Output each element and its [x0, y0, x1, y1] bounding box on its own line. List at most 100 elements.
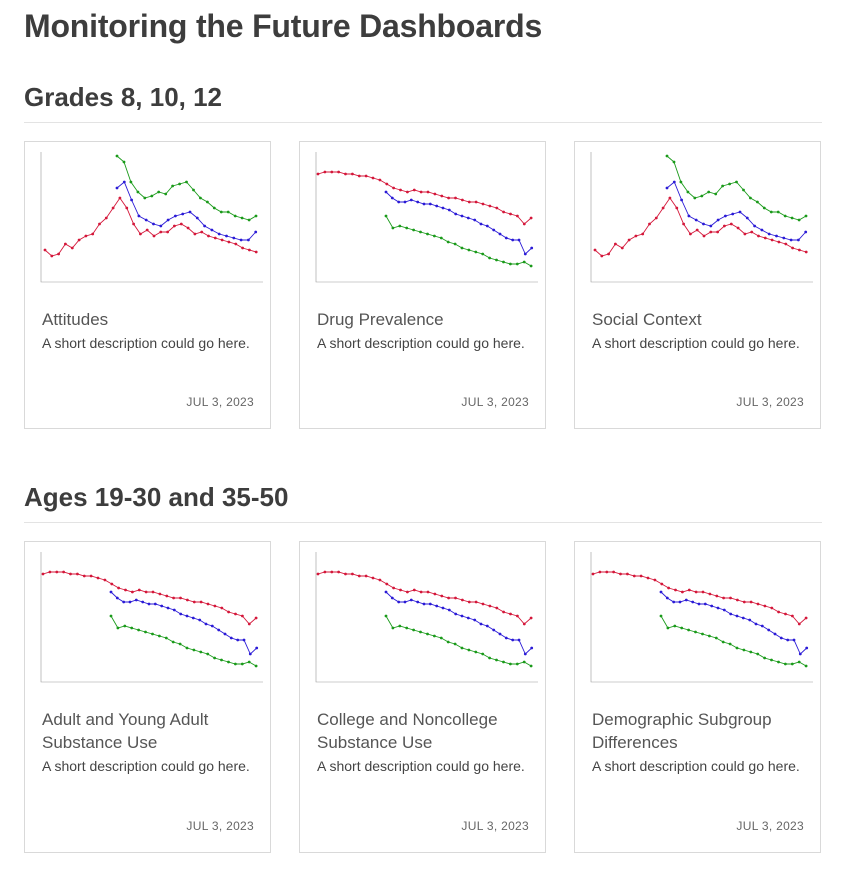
thumbnail-point: [398, 624, 402, 628]
thumbnail-point: [495, 258, 498, 262]
thumbnail-point: [344, 172, 347, 176]
thumbnail-point: [210, 624, 214, 628]
thumbnail-point: [485, 224, 489, 228]
thumbnail-point: [174, 214, 177, 218]
thumbnail-point: [511, 238, 515, 242]
thumbnail-point: [529, 264, 533, 268]
thumbnail-point: [412, 628, 415, 632]
thumbnail-axes: [590, 152, 813, 283]
thumbnail-point: [627, 238, 631, 242]
thumbnail-point: [217, 628, 221, 632]
thumbnail-point: [447, 196, 450, 200]
dashboard-card-attitudes[interactable]: Attitudes A short description could go h…: [24, 141, 271, 429]
thumbnail-point: [742, 188, 745, 192]
thumbnail-point: [254, 214, 258, 218]
thumbnail-series-line: [42, 571, 257, 625]
thumbnail-point: [607, 252, 610, 256]
card-title[interactable]: Drug Prevalence: [317, 310, 444, 329]
thumbnail-point: [220, 238, 224, 242]
thumbnail-point: [109, 614, 113, 618]
card-title[interactable]: Adult and Young Adult Substance Use: [42, 710, 209, 752]
thumbnail-point: [426, 590, 430, 594]
thumbnail-point: [123, 624, 127, 628]
thumbnail-point: [131, 590, 134, 594]
thumbnail-series-line: [116, 155, 257, 221]
thumbnail-point: [186, 226, 190, 230]
thumbnail-point: [474, 200, 478, 204]
thumbnail-point: [792, 638, 796, 642]
thumbnail-point: [661, 206, 665, 210]
thumbnail-point: [715, 594, 719, 598]
thumbnail-point: [724, 214, 727, 218]
thumbnail-point: [399, 588, 402, 592]
thumbnail-point: [672, 160, 676, 164]
thumbnail-point: [392, 586, 395, 590]
thumbnail-point: [721, 184, 724, 188]
thumbnail-point: [241, 246, 245, 250]
thumbnail-point: [118, 196, 122, 200]
dashboard-card-social-context[interactable]: Social Context A short description could…: [574, 141, 821, 429]
thumbnail-point: [467, 648, 471, 652]
thumbnail-point: [682, 222, 685, 226]
thumbnail-point: [716, 606, 720, 610]
thumbnail-point: [371, 176, 375, 180]
thumbnail-point: [337, 570, 340, 574]
thumbnail-point: [159, 230, 163, 234]
thumbnail-point: [96, 576, 100, 580]
thumbnail-point: [667, 586, 670, 590]
thumbnail-point: [741, 616, 745, 620]
thumbnail-point: [689, 232, 692, 236]
thumbnail-point: [474, 600, 478, 604]
card-title[interactable]: College and Noncollege Substance Use: [317, 710, 498, 752]
thumbnail-point: [227, 610, 231, 614]
card-title[interactable]: Social Context: [592, 310, 702, 329]
card-title[interactable]: Demographic Subgroup Differences: [592, 710, 772, 752]
thumbnail-series-line: [594, 197, 807, 257]
thumbnail-point: [364, 574, 368, 578]
card-title[interactable]: Attitudes: [42, 310, 109, 329]
chart-thumbnail: [27, 144, 268, 292]
thumbnail-point: [447, 208, 451, 212]
card-date: JUL 3, 2023: [461, 819, 529, 833]
dashboard-card-demographic-subgroups[interactable]: Demographic Subgroup Differences A short…: [574, 541, 821, 853]
thumbnail-point: [227, 660, 230, 664]
dashboard-card-drug-prevalence[interactable]: Drug Prevalence A short description coul…: [299, 141, 546, 429]
thumbnail-point: [227, 240, 231, 244]
thumbnail-point: [439, 636, 443, 640]
thumbnail-point: [117, 586, 120, 590]
thumbnail-series-line: [592, 571, 807, 625]
thumbnail-point: [504, 636, 508, 640]
thumbnail-point: [129, 180, 133, 184]
dashboard-card-adult-substance-use[interactable]: Adult and Young Adult Substance Use A sh…: [24, 541, 271, 853]
thumbnail-point: [605, 570, 609, 574]
thumbnail-point: [76, 572, 79, 576]
chart-thumbnail: [577, 544, 818, 692]
thumbnail-point: [754, 622, 758, 626]
thumbnail-point: [703, 602, 707, 606]
thumbnail-point: [357, 574, 361, 578]
thumbnail-point: [460, 246, 464, 250]
thumbnail-point: [454, 212, 458, 216]
thumbnail-point: [757, 234, 760, 238]
thumbnail-point: [721, 640, 725, 644]
thumbnail-point: [798, 248, 801, 252]
thumbnail-point: [200, 230, 204, 234]
thumbnail-point: [665, 154, 669, 158]
thumbnail-point: [473, 218, 477, 222]
thumbnail-point: [632, 574, 636, 578]
thumbnail-point: [804, 616, 808, 620]
thumbnail-point: [687, 214, 691, 218]
thumbnail-point: [612, 570, 615, 574]
thumbnail-point: [769, 210, 773, 214]
thumbnail-point: [364, 174, 368, 178]
thumbnail-point: [323, 570, 327, 574]
thumbnail-point: [797, 238, 800, 242]
thumbnail-series-line: [660, 591, 808, 655]
thumbnail-point: [684, 598, 688, 602]
thumbnail-point: [707, 190, 711, 194]
thumbnail-point: [165, 594, 169, 598]
thumbnail-point: [517, 638, 521, 642]
thumbnail-point: [426, 232, 429, 236]
dashboard-card-college-substance-use[interactable]: College and Noncollege Substance Use A s…: [299, 541, 546, 853]
thumbnail-point: [522, 660, 526, 664]
